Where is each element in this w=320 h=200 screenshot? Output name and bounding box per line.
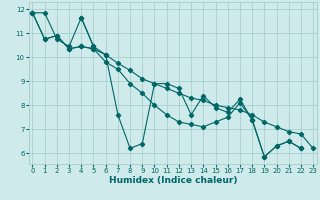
- X-axis label: Humidex (Indice chaleur): Humidex (Indice chaleur): [108, 176, 237, 185]
